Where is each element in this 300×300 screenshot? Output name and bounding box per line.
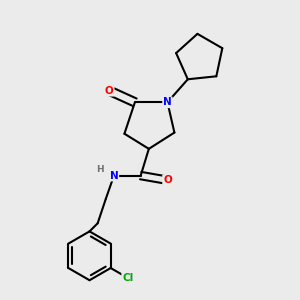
Text: N: N — [110, 171, 118, 181]
Text: H: H — [96, 165, 103, 174]
Text: O: O — [163, 175, 172, 185]
Text: Cl: Cl — [122, 273, 134, 283]
Text: N: N — [163, 97, 172, 107]
Text: O: O — [105, 86, 114, 96]
